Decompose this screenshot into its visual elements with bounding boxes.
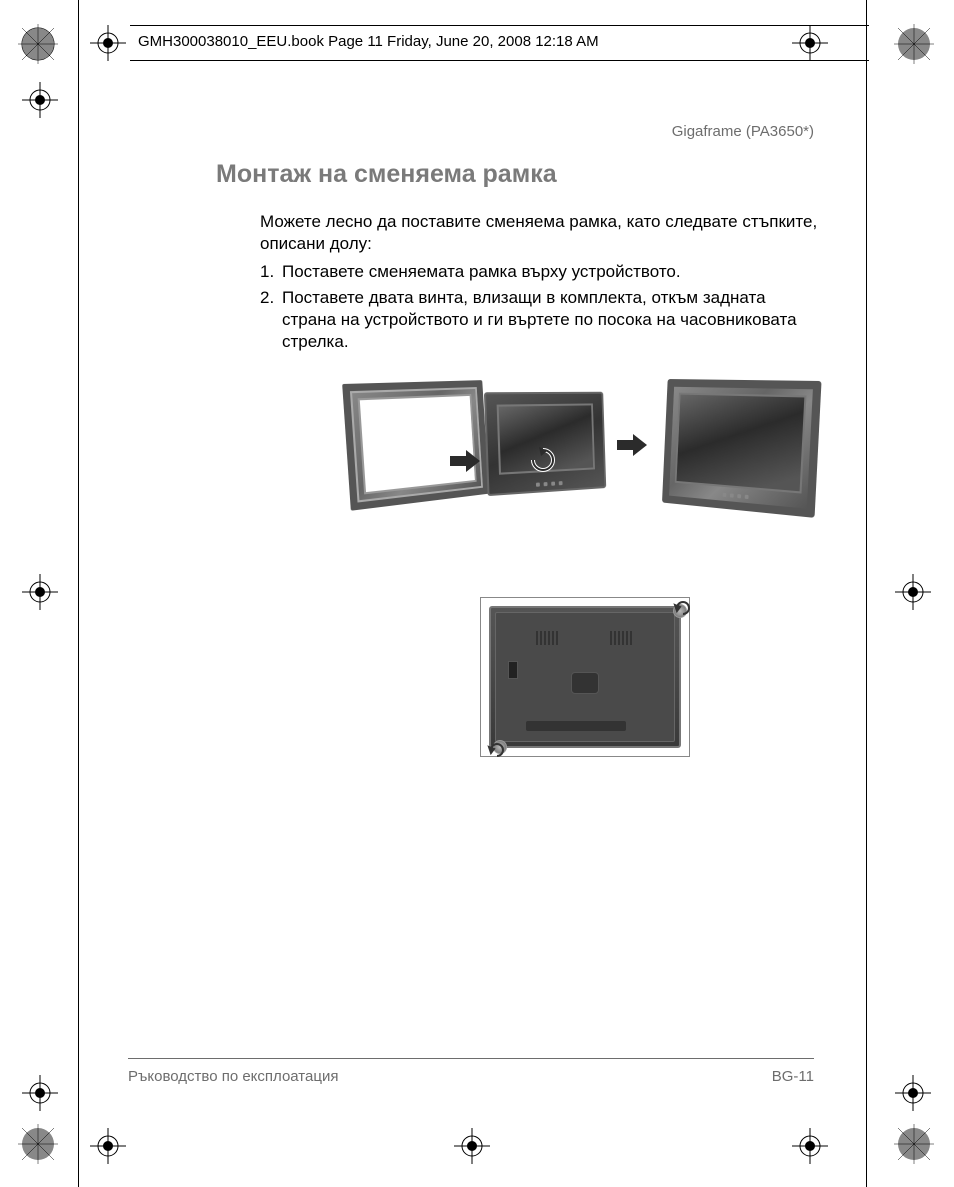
reg-mark-icon (18, 1124, 58, 1164)
document-model-header: Gigaframe (PA3650*) (672, 123, 814, 140)
print-runner-header: GMH300038010_EEU.book Page 11 Friday, Ju… (130, 25, 869, 61)
crosshair-icon (895, 1075, 931, 1111)
reg-mark-icon (18, 24, 58, 64)
figure-area (345, 372, 825, 757)
step-text: Поставете сменяемата рамка върху устройс… (282, 261, 822, 283)
crosshair-icon (454, 1128, 490, 1164)
device-frame-icon (484, 391, 606, 495)
crop-line-left (78, 0, 79, 1187)
steps-list: 1. Поставете сменяемата рамка върху устр… (260, 261, 822, 353)
footer-left-text: Ръководство по експлоатация (128, 1068, 338, 1085)
section-title: Монтаж на сменяема рамка (216, 160, 822, 189)
crosshair-icon (22, 82, 58, 118)
reg-mark-icon (894, 24, 934, 64)
page-content: Монтаж на сменяема рамка Можете лесно да… (216, 160, 822, 757)
device-rear-illustration (480, 597, 690, 757)
crop-line-right (866, 0, 867, 1187)
assembled-frame-icon (662, 379, 822, 518)
arrow-right-icon (450, 450, 480, 472)
crosshair-icon (90, 1128, 126, 1164)
footer-rule (128, 1058, 814, 1059)
arrow-right-icon (617, 434, 647, 456)
footer-page-number: BG-11 (772, 1068, 814, 1085)
crosshair-icon (22, 1075, 58, 1111)
step-item: 1. Поставете сменяемата рамка върху устр… (260, 261, 822, 283)
crosshair-icon (22, 574, 58, 610)
step-item: 2. Поставете двата винта, влизащи в комп… (260, 287, 822, 353)
empty-frame-icon (342, 380, 489, 511)
step-number: 1. (260, 261, 282, 283)
step-text: Поставете двата винта, влизащи в комплек… (282, 287, 822, 353)
crosshair-icon (895, 574, 931, 610)
intro-text: Можете лесно да поставите сменяема рамка… (260, 211, 822, 255)
screw-rotate-arrow-icon (673, 598, 693, 618)
reg-mark-icon (894, 1124, 934, 1164)
screw-rotate-arrow-icon (487, 740, 507, 760)
crosshair-icon (90, 25, 126, 61)
rotate-arrow-icon (530, 447, 556, 473)
step-number: 2. (260, 287, 282, 353)
frame-assembly-illustration (345, 372, 825, 542)
runner-text: GMH300038010_EEU.book Page 11 Friday, Ju… (138, 33, 599, 50)
crosshair-icon (792, 1128, 828, 1164)
